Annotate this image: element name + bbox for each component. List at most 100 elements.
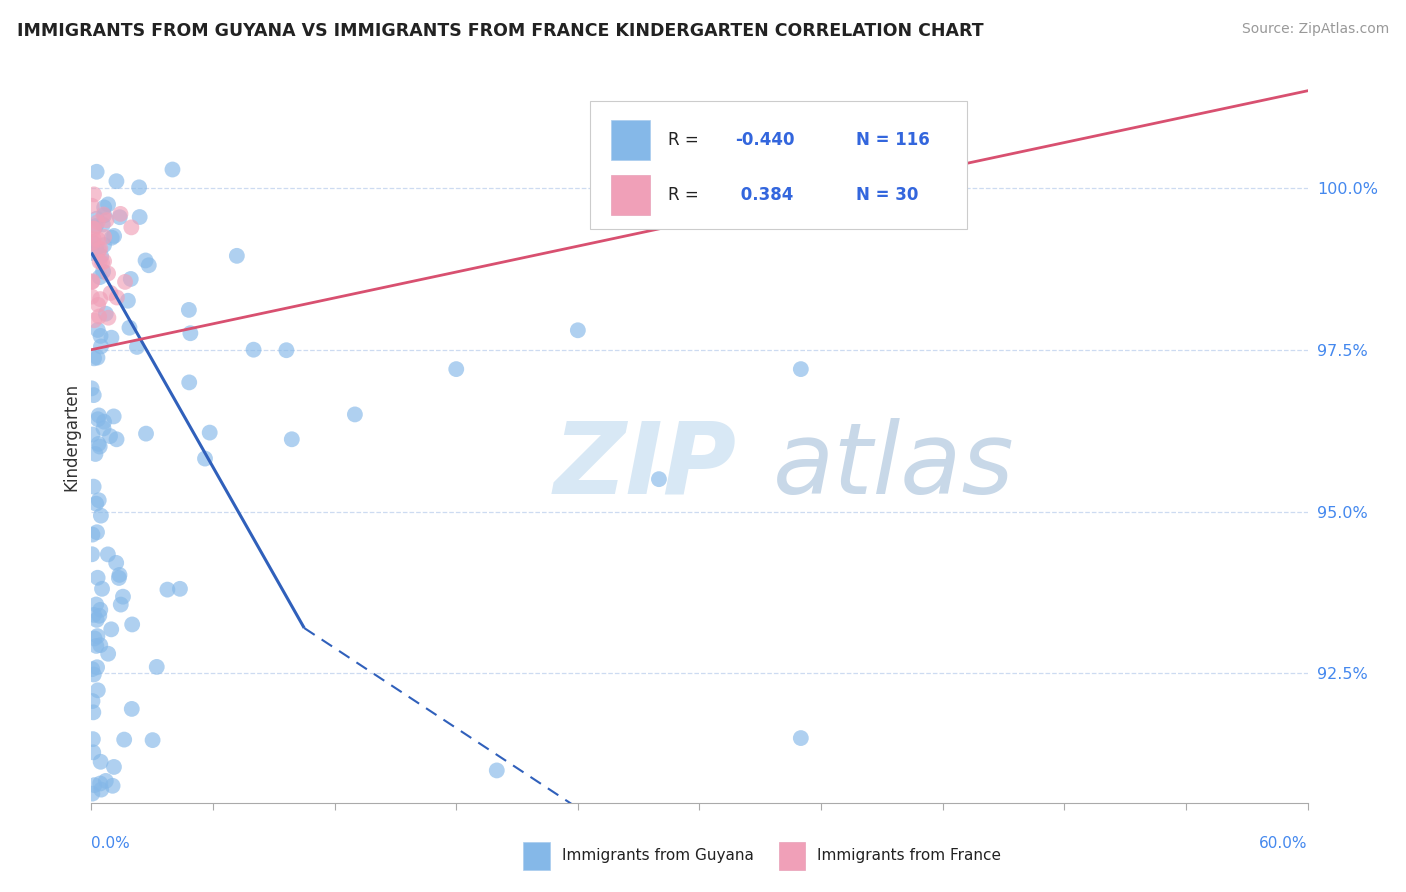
- Point: [83, 778, 105, 792]
- Point: [89, 254, 111, 268]
- Point: [82, 427, 104, 442]
- Point: [276, 343, 298, 358]
- Point: [179, 376, 201, 390]
- Text: N = 30: N = 30: [856, 186, 918, 204]
- Point: [96, 213, 118, 227]
- Point: [83, 388, 105, 402]
- Point: [89, 638, 111, 652]
- Point: [128, 210, 150, 224]
- Point: [100, 230, 122, 244]
- Point: [97, 547, 120, 561]
- Point: [567, 323, 589, 337]
- Point: [89, 292, 111, 306]
- Point: [80, 381, 103, 395]
- Point: [103, 409, 125, 424]
- Point: [169, 582, 191, 596]
- Point: [86, 525, 108, 540]
- Point: [105, 556, 128, 570]
- Point: [82, 246, 104, 260]
- Point: [89, 310, 111, 324]
- Text: atlas: atlas: [772, 417, 1014, 515]
- Point: [111, 590, 134, 604]
- Point: [142, 733, 165, 747]
- Point: [105, 432, 128, 446]
- Point: [156, 582, 179, 597]
- FancyBboxPatch shape: [591, 101, 967, 228]
- Point: [83, 480, 105, 494]
- Point: [91, 264, 114, 278]
- Point: [87, 298, 110, 312]
- Bar: [779, 842, 806, 870]
- Point: [125, 340, 148, 354]
- Bar: [610, 175, 650, 215]
- Point: [120, 220, 142, 235]
- Point: [90, 782, 112, 797]
- Point: [86, 165, 108, 179]
- Point: [90, 755, 112, 769]
- Point: [93, 415, 115, 429]
- Point: [281, 432, 304, 446]
- Point: [87, 323, 110, 337]
- Point: [84, 219, 107, 233]
- Point: [86, 571, 108, 585]
- Point: [87, 412, 110, 426]
- Point: [90, 339, 112, 353]
- Point: [93, 230, 115, 244]
- Point: [93, 201, 115, 215]
- Point: [84, 242, 107, 256]
- Point: [82, 662, 104, 676]
- Text: Source: ZipAtlas.com: Source: ZipAtlas.com: [1241, 22, 1389, 37]
- Point: [648, 472, 671, 486]
- Point: [100, 623, 122, 637]
- Point: [89, 270, 111, 285]
- Point: [83, 187, 105, 202]
- Point: [90, 329, 112, 343]
- Text: N = 116: N = 116: [856, 130, 931, 149]
- Point: [100, 285, 122, 300]
- Text: 0.384: 0.384: [735, 186, 793, 204]
- Point: [82, 706, 104, 720]
- Point: [135, 253, 157, 268]
- Point: [83, 221, 105, 235]
- Point: [83, 632, 105, 646]
- Point: [80, 275, 103, 289]
- Point: [82, 732, 104, 747]
- Point: [89, 776, 111, 790]
- Bar: [523, 842, 550, 870]
- Point: [83, 667, 105, 681]
- Point: [103, 228, 125, 243]
- Point: [86, 660, 108, 674]
- Point: [105, 174, 128, 188]
- Point: [89, 603, 111, 617]
- Point: [82, 221, 104, 235]
- Point: [128, 180, 150, 194]
- Point: [242, 343, 264, 357]
- Point: [83, 351, 105, 366]
- Point: [194, 451, 217, 466]
- Point: [93, 208, 115, 222]
- Point: [108, 568, 131, 582]
- Point: [101, 779, 124, 793]
- Point: [86, 629, 108, 643]
- Text: R =: R =: [668, 130, 704, 149]
- Text: -0.440: -0.440: [735, 130, 794, 149]
- Point: [225, 249, 247, 263]
- Point: [790, 731, 813, 745]
- Point: [108, 210, 131, 224]
- Text: IMMIGRANTS FROM GUYANA VS IMMIGRANTS FROM FRANCE KINDERGARTEN CORRELATION CHART: IMMIGRANTS FROM GUYANA VS IMMIGRANTS FRO…: [17, 22, 984, 40]
- Text: Immigrants from France: Immigrants from France: [817, 848, 1001, 863]
- Text: 0.0%: 0.0%: [91, 836, 131, 851]
- Point: [90, 249, 112, 263]
- Point: [93, 254, 115, 268]
- Point: [83, 607, 105, 622]
- Point: [94, 773, 117, 788]
- Point: [82, 787, 104, 801]
- Point: [86, 351, 108, 365]
- Point: [485, 764, 508, 778]
- Text: R =: R =: [668, 186, 704, 204]
- Point: [82, 694, 104, 708]
- Point: [80, 199, 103, 213]
- Point: [80, 290, 103, 304]
- Point: [790, 362, 813, 376]
- Point: [93, 207, 115, 221]
